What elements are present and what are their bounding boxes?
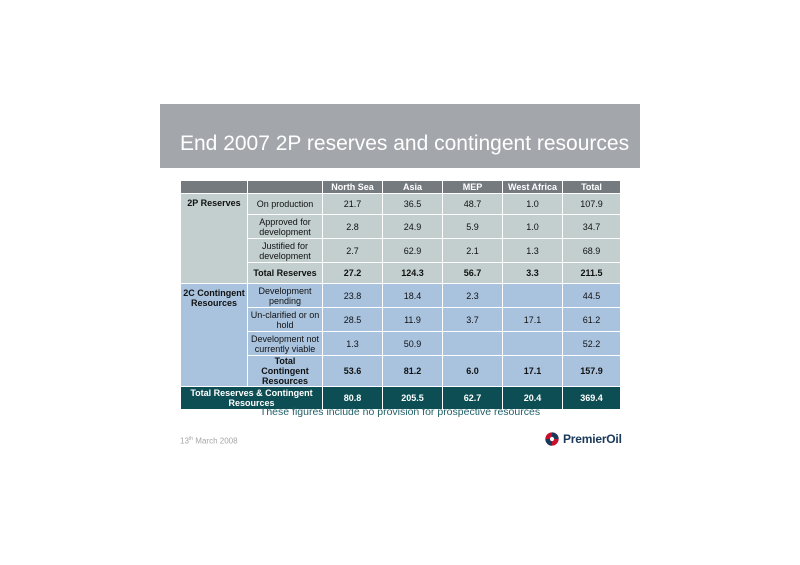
table-cell: 1.0: [502, 193, 563, 215]
table-cell: 2.1: [442, 238, 503, 263]
table-cell: 50.9: [382, 331, 443, 356]
reserves-table: North Sea Asia MEP West Africa Total 2P …: [180, 180, 621, 410]
table-cell: [502, 331, 563, 356]
table-cell: 18.4: [382, 283, 443, 308]
row-label: Development not currently viable: [247, 331, 323, 356]
group-label-2p: 2P Reserves: [180, 193, 248, 284]
table-cell: 17.1: [502, 355, 563, 387]
table-cell: 124.3: [382, 262, 443, 284]
table-cell: 23.8: [322, 283, 383, 308]
table-cell: 2.7: [322, 238, 383, 263]
column-header: MEP: [442, 180, 503, 194]
header-blank-group: [180, 180, 248, 194]
table-cell: 17.1: [502, 307, 563, 332]
table-cell: 3.3: [502, 262, 563, 284]
table-row: 2P Reserves On production 21.7 36.5 48.7…: [180, 193, 621, 284]
column-header: Asia: [382, 180, 443, 194]
date-suffix: th: [188, 436, 194, 442]
table-cell: 5.9: [442, 214, 503, 239]
table-cell: 21.7: [322, 193, 383, 215]
table-cell: 62.7: [442, 386, 503, 410]
table-cell: 211.5: [562, 262, 621, 284]
grand-total-label: Total Reserves & Contingent Resources: [180, 386, 323, 410]
group-label-2c: 2C Contingent Resources: [180, 283, 248, 387]
table-cell: 68.9: [562, 238, 621, 263]
table-cell: [502, 283, 563, 308]
table-cell: 61.2: [562, 307, 621, 332]
date-rest: March 2008: [193, 436, 238, 446]
table-cell: 1.0: [502, 214, 563, 239]
premier-oil-logo-icon: [545, 432, 559, 446]
total-row: Total Contingent Resources 53.6 81.2 6.0…: [181, 355, 621, 387]
table-cell: 28.5: [322, 307, 383, 332]
table-cell: 24.9: [382, 214, 443, 239]
table-cell: 27.2: [322, 262, 383, 284]
table-cell: 56.7: [442, 262, 503, 284]
table-cell: 369.4: [562, 386, 621, 410]
table-cell: 1.3: [322, 331, 383, 356]
footnote: These figures include no provision for p…: [259, 406, 541, 418]
total-row: Total Reserves 27.2 124.3 56.7 3.3 211.5: [181, 262, 621, 284]
table-cell: 81.2: [382, 355, 443, 387]
table-cell: 2.3: [442, 283, 503, 308]
row-label: Approved for development: [247, 214, 323, 239]
table-cell: 52.2: [562, 331, 621, 356]
table-cell: 44.5: [562, 283, 621, 308]
table-cell: 2.8: [322, 214, 383, 239]
table-row: Un-clarified or on hold 28.5 11.9 3.7 17…: [181, 307, 621, 332]
row-label: Justified for development: [247, 238, 323, 263]
row-label: Total Reserves: [247, 262, 323, 284]
column-header: West Africa: [502, 180, 563, 194]
table-cell: 205.5: [382, 386, 443, 410]
table-cell: 48.7: [442, 193, 503, 215]
row-label: Un-clarified or on hold: [247, 307, 323, 332]
table-cell: 53.6: [322, 355, 383, 387]
logo-text: PremierOil: [563, 432, 622, 446]
table-cell: 3.7: [442, 307, 503, 332]
grand-total-row: Total Reserves & Contingent Resources 80…: [180, 386, 621, 410]
header-row: North Sea Asia MEP West Africa Total: [180, 180, 621, 194]
date-day: 13: [180, 436, 189, 446]
table-cell: 62.9: [382, 238, 443, 263]
row-label: On production: [247, 193, 323, 215]
table-row: Development not currently viable 1.3 50.…: [181, 331, 621, 356]
table-cell: 80.8: [322, 386, 383, 410]
table-cell: 34.7: [562, 214, 621, 239]
table-row: 2C Contingent Resources Development pend…: [180, 283, 621, 387]
table-cell: 157.9: [562, 355, 621, 387]
row-label: Development pending: [247, 283, 323, 308]
table-row: Approved for development 2.8 24.9 5.9 1.…: [181, 214, 621, 239]
footer-date: 13th March 2008: [180, 436, 238, 446]
table-cell: 1.3: [502, 238, 563, 263]
table-cell: [442, 331, 503, 356]
table-cell: 6.0: [442, 355, 503, 387]
header-blank-category: [247, 180, 323, 194]
table-cell: 36.5: [382, 193, 443, 215]
column-header: North Sea: [322, 180, 383, 194]
table-cell: 11.9: [382, 307, 443, 332]
table-cell: 107.9: [562, 193, 621, 215]
title-band: End 2007 2P reserves and contingent reso…: [160, 104, 640, 168]
table-row: Justified for development 2.7 62.9 2.1 1…: [181, 238, 621, 263]
premier-oil-logo: PremierOil: [545, 431, 622, 447]
row-label: Total Contingent Resources: [247, 355, 323, 387]
table-cell: 20.4: [502, 386, 563, 410]
page-title: End 2007 2P reserves and contingent reso…: [180, 132, 630, 155]
column-header: Total: [562, 180, 621, 194]
